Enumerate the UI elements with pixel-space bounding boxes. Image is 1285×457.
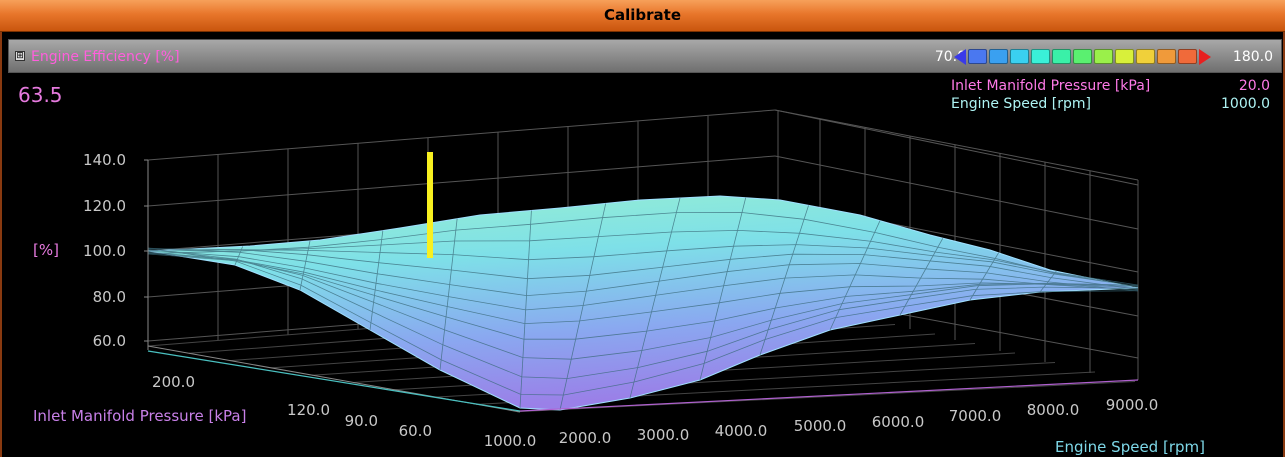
mesh-line: [629, 197, 681, 399]
x-tick-label: 1000.0: [484, 432, 537, 450]
x-tick-label: 5000.0: [794, 417, 847, 435]
window-title: Calibrate: [603, 6, 681, 24]
mesh-line: [699, 197, 747, 381]
readout-value-pressure: 20.0: [1238, 78, 1270, 94]
mesh-line: [439, 218, 458, 371]
expand-icon[interactable]: ⊞: [15, 51, 25, 61]
legend-swatch-1: [989, 49, 1008, 64]
legend-swatch-2: [1010, 49, 1029, 64]
z-tick-label: 80.0: [93, 288, 126, 306]
map-title: Engine Efficiency [%]: [31, 49, 180, 65]
color-scale-legend: [954, 48, 1211, 65]
window-titlebar[interactable]: Calibrate: [0, 0, 1285, 32]
back-grid-line: [147, 155, 776, 207]
x-tick-label: 3000.0: [637, 426, 690, 444]
x-tick-label: 9000.0: [1106, 396, 1159, 414]
scale-left-arrow-icon: [954, 48, 966, 65]
mesh-line: [759, 205, 809, 356]
map-header: ⊞ Engine Efficiency [%] 70.0 180.0: [8, 39, 1282, 73]
mesh-line: [147, 249, 1139, 379]
mesh-line: [147, 248, 1139, 290]
surface-mesh: [147, 195, 1139, 411]
legend-swatch-3: [1031, 49, 1050, 64]
mesh-line: [369, 230, 384, 331]
readout-value-speed: 1000.0: [1221, 96, 1270, 112]
mesh-line: [147, 212, 1139, 287]
legend-swatch-0: [968, 49, 987, 64]
z-tick-label: 140.0: [83, 151, 126, 169]
right-wall-line: [774, 109, 1139, 186]
legend-swatch-4: [1052, 49, 1071, 64]
legend-swatch-10: [1178, 49, 1197, 64]
x-tick-label: 7000.0: [949, 407, 1002, 425]
scale-right-arrow-icon: [1199, 48, 1211, 65]
legend-swatch-8: [1136, 49, 1155, 64]
mesh-line: [147, 251, 1139, 360]
legend-swatch-7: [1115, 49, 1134, 64]
z-tick-label: 120.0: [83, 197, 126, 215]
legend-swatch-5: [1073, 49, 1092, 64]
legend-swatch-6: [1094, 49, 1113, 64]
mesh-line: [234, 246, 244, 266]
y-axis-label: Inlet Manifold Pressure [kPa]: [33, 407, 246, 425]
x-tick-label: 4000.0: [715, 422, 768, 440]
mesh-line: [147, 249, 1139, 311]
x-tick-label: 2000.0: [559, 429, 612, 447]
x-tick-label: 6000.0: [872, 413, 925, 431]
z-tick-label: 100.0: [83, 242, 126, 260]
mesh-line: [519, 210, 532, 409]
current-cell-value: 63.5: [18, 83, 63, 107]
readout-label-pressure: Inlet Manifold Pressure [kPa]: [951, 78, 1151, 94]
floor-grid-line: [516, 381, 1136, 413]
cursor-marker: [427, 152, 433, 258]
mesh-line: [559, 203, 607, 411]
mesh-line: [969, 252, 999, 301]
y-tick-label: 120.0: [287, 401, 330, 419]
back-grid-line: [147, 109, 776, 161]
y-tick-label: 200.0: [152, 373, 195, 391]
z-tick-label: 60.0: [93, 332, 126, 350]
mesh-line: [829, 220, 881, 331]
mesh-line: [147, 252, 1139, 325]
x-axis-label: Engine Speed [rpm]: [1055, 438, 1205, 456]
y-tick-label: 60.0: [399, 422, 432, 440]
right-wall-line: [774, 155, 1139, 230]
mesh-line: [899, 238, 944, 316]
scale-max-value: 180.0: [1232, 49, 1273, 65]
mesh-line: [147, 244, 1139, 287]
readout-label-speed: Engine Speed [rpm]: [951, 96, 1091, 112]
legend-swatch-9: [1157, 49, 1176, 64]
mesh-line: [1039, 271, 1057, 293]
z-axis-label: [%]: [33, 241, 59, 259]
x-tick-label: 8000.0: [1027, 401, 1080, 419]
y-tick-label: 90.0: [345, 412, 378, 430]
right-wall-line: [774, 109, 1139, 181]
mesh-line: [299, 240, 311, 291]
